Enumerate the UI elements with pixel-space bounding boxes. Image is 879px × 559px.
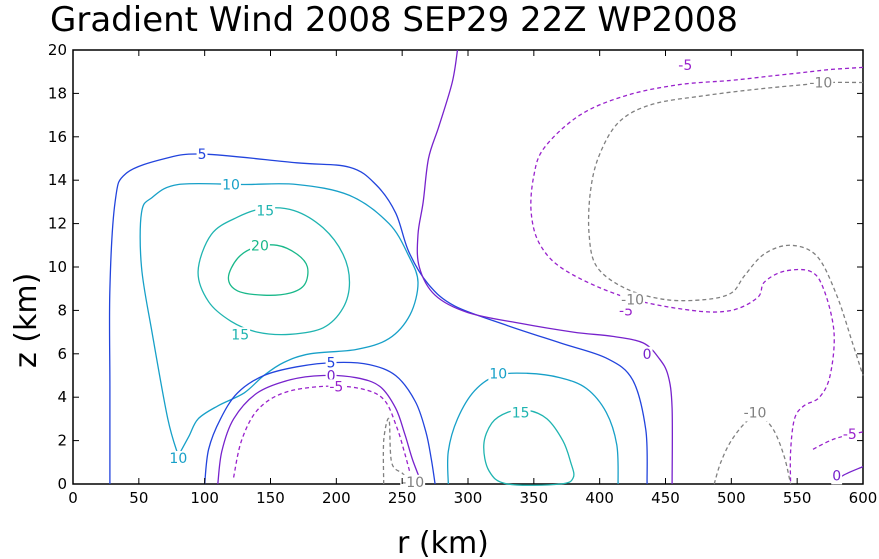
contour-label-halo (641, 346, 653, 363)
y-tick-label: 18 (48, 84, 67, 102)
contour-label: -5 (678, 58, 692, 74)
x-axis-title: r (km) (397, 526, 489, 559)
x-tick-label: 200 (322, 489, 351, 507)
contour-label: 5 (198, 147, 207, 163)
y-axis-title: z (km) (9, 273, 44, 368)
contour-label: -10 (809, 76, 832, 92)
contour-line-0 (217, 374, 423, 485)
x-tick-label: 150 (256, 489, 285, 507)
contour-line-neg5 (530, 66, 864, 485)
contour-line-0 (416, 49, 674, 485)
contour-label-halo (488, 366, 509, 383)
contour-label-halo (808, 75, 834, 92)
contour-line-neg10 (713, 415, 792, 485)
contour-label-halo (196, 147, 208, 164)
y-tick-label: 6 (57, 345, 67, 363)
contour-label: 15 (256, 204, 274, 220)
contour-line-neg10 (587, 81, 864, 376)
contour-label-halo (677, 58, 694, 75)
contour-line-10 (446, 372, 619, 485)
contour-label: 0 (832, 468, 841, 484)
contour-label: 0 (643, 347, 652, 363)
x-tick-label: 0 (68, 489, 78, 507)
y-tick-label: 20 (48, 41, 67, 59)
contour-label-halo (742, 405, 768, 422)
y-tick-label: 4 (57, 388, 67, 406)
y-tick-label: 12 (48, 215, 67, 233)
contour-label-halo (325, 355, 337, 372)
contour-label: -10 (621, 293, 644, 309)
y-tick-label: 14 (48, 171, 67, 189)
contour-label-halo (325, 368, 337, 385)
contour-label: 10 (222, 178, 240, 194)
contour-label: -5 (329, 379, 343, 395)
contour-label: 10 (169, 451, 187, 467)
x-tick-label: 100 (190, 489, 219, 507)
contour-label-halo (250, 238, 270, 255)
x-tick-label: 50 (129, 489, 148, 507)
contour-label-halo (221, 177, 241, 194)
contour-label-halo (510, 405, 531, 422)
x-tick-label: 350 (520, 489, 549, 507)
y-tick-label: 0 (57, 475, 67, 493)
contour-label: -10 (401, 475, 424, 491)
contour-label: 0 (327, 369, 336, 385)
contour-label: 5 (327, 355, 336, 371)
contour-label: 10 (489, 366, 507, 382)
contour-label-halo (230, 327, 251, 344)
contour-label-halo (620, 292, 646, 309)
x-axis-ticks: 0 50 100 150 200 250 300 350 400 450 500 550 600 (68, 50, 877, 507)
contour-label: -5 (843, 427, 857, 443)
contour-label-halo (841, 427, 858, 444)
x-tick-label: 400 (585, 489, 614, 507)
x-tick-label: 600 (849, 489, 878, 507)
y-axis-ticks: 0 2 4 6 8 10 12 14 16 18 20 (48, 41, 863, 493)
x-tick-label: 250 (388, 489, 417, 507)
contour-label-halo (831, 468, 843, 485)
contour-line-5 (108, 153, 648, 485)
contour-line-15 (483, 409, 575, 486)
contour-line-20 (227, 244, 309, 296)
contour-line-5 (204, 361, 436, 485)
contour-line-neg5 (232, 385, 411, 478)
contour-label: 15 (512, 405, 530, 421)
x-tick-label: 550 (783, 489, 812, 507)
contour-label-halo (255, 203, 276, 220)
contour-line-15 (197, 207, 351, 336)
contour-label: 20 (251, 238, 269, 254)
y-tick-label: 8 (57, 301, 67, 319)
y-tick-label: 10 (48, 258, 67, 276)
x-tick-label: 450 (651, 489, 680, 507)
chart-title: Gradient Wind 2008 SEP29 22Z WP2008 (50, 0, 738, 40)
contour-label: 15 (231, 327, 249, 343)
contour-line-neg10 (382, 417, 410, 485)
contour-label: -10 (744, 405, 767, 421)
x-tick-label: 300 (454, 489, 483, 507)
y-tick-label: 16 (48, 128, 67, 146)
contour-line-10 (139, 182, 419, 457)
contour-label-halo (328, 379, 345, 396)
x-tick-label: 500 (717, 489, 746, 507)
contour-label-halo (400, 474, 426, 491)
y-tick-label: 2 (57, 432, 67, 450)
contour-label-halo (168, 450, 189, 467)
